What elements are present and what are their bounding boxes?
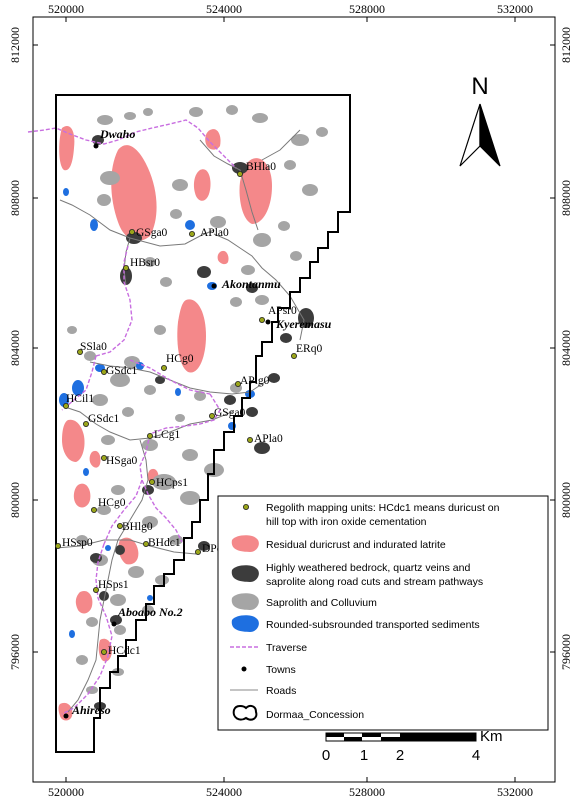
site-label: HBsr0 [130, 257, 160, 269]
site-label: BHlg0 [122, 521, 153, 533]
y-tick-label: 800000 [559, 482, 573, 518]
concession-boundary [55, 94, 351, 753]
site-label: HCg0 [98, 497, 126, 509]
north-label: N [471, 73, 488, 100]
site-label: GSdc1 [88, 413, 120, 425]
site-labels: BHla0 GSga0 APla0 HBsr0 APsr0 ERq0 SSla0… [62, 161, 322, 657]
site-label: BHdc1 [148, 537, 181, 549]
y-tick-label: 812000 [559, 27, 573, 63]
x-ticks-bottom: 520000 524000 528000 532000 [48, 777, 533, 799]
roads [55, 129, 305, 713]
x-tick-label: 528000 [349, 2, 385, 16]
site-label: HCg0 [166, 353, 194, 365]
x-tick-label: 532000 [497, 785, 533, 799]
legend-label: Roads [266, 685, 296, 697]
legend-label: Regolith mapping units: HCdc1 means duri… [266, 502, 500, 514]
y-tick-label: 796000 [8, 634, 22, 670]
site-label: HCdc1 [108, 645, 141, 657]
y-tick-label: 808000 [8, 180, 22, 216]
site-label: APla0 [200, 227, 229, 239]
y-tick-label: 812000 [8, 27, 22, 63]
legend-label: Dormaa_Concession [266, 709, 364, 721]
site-label: BHla0 [246, 161, 276, 173]
legend-label: saprolite along road cuts and stream pat… [266, 576, 483, 588]
y-tick-label: 808000 [559, 180, 573, 216]
legend-symbol-sediments [231, 615, 259, 632]
legend-box [217, 495, 549, 731]
y-ticks-left: 812000 808000 804000 800000 796000 [8, 27, 38, 670]
legend-label: hill top with iron oxide cementation [266, 516, 427, 528]
legend-symbol-point [242, 503, 249, 510]
legend-label: Towns [266, 664, 296, 676]
x-tick-label: 524000 [206, 2, 242, 16]
scale-label: 1 [360, 747, 368, 764]
town-label-aboabo: Aboabo No.2 [117, 605, 183, 619]
scale-unit: Km [480, 728, 503, 745]
legend-label: Residual duricrust and indurated latrite [266, 539, 446, 551]
y-tick-label: 804000 [559, 330, 573, 366]
site-label: APlg0 [240, 375, 270, 387]
legend-symbol-town [241, 666, 247, 672]
legend-symbol-duricrust [231, 535, 259, 552]
site-label: ERq0 [296, 343, 322, 355]
bedrock-patches [90, 135, 314, 710]
x-tick-label: 528000 [349, 785, 385, 799]
site-label: GSdc1 [106, 365, 138, 377]
town-points [63, 143, 271, 719]
site-label: HCil1 [66, 393, 94, 405]
town-labels: Dwaho Akontanmu Kyeremasu Aboabo No.2 Ah… [71, 127, 332, 717]
y-tick-label: 804000 [8, 330, 22, 366]
site-label: HSga0 [106, 455, 138, 467]
traverse-lines [27, 119, 237, 715]
y-ticks-right: 812000 808000 804000 800000 796000 [550, 27, 573, 670]
x-tick-label: 532000 [497, 2, 533, 16]
site-label: HSsp0 [62, 537, 93, 549]
x-tick-label: 520000 [48, 2, 84, 16]
legend: Regolith mapping units: HCdc1 means duri… [217, 495, 549, 731]
legend-symbol-concession [232, 704, 258, 721]
site-label: SSla0 [80, 341, 107, 353]
sample-points [55, 170, 297, 656]
legend-label: Rounded-subsrounded transported sediment… [266, 619, 480, 631]
site-label: APla0 [254, 433, 283, 445]
site-label: HCps1 [156, 477, 188, 489]
town-label-kyeremasu: Kyeremasu [275, 317, 332, 331]
legend-symbol-bedrock [231, 565, 259, 582]
legend-symbol-saprolith [231, 593, 259, 610]
site-label: GSga0 [136, 227, 168, 239]
x-ticks-top: 520000 524000 528000 532000 [48, 2, 533, 22]
legend-label: Traverse [266, 642, 307, 654]
x-tick-label: 524000 [206, 785, 242, 799]
site-label: HSps1 [98, 579, 129, 591]
legend-label: Saprolith and Colluvium [266, 597, 377, 609]
y-tick-label: 800000 [8, 482, 22, 518]
town-label-akontanmu: Akontanmu [221, 277, 281, 291]
scale-bar: Km 0 1 2 4 [322, 728, 503, 764]
site-label: LCg1 [154, 429, 180, 441]
north-arrow: N [459, 73, 501, 167]
site-label: GSga0 [214, 407, 246, 419]
town-label-ahireso: Ahireso [71, 703, 111, 717]
x-tick-label: 520000 [48, 785, 84, 799]
site-label: APsr0 [268, 305, 297, 317]
y-tick-label: 796000 [559, 634, 573, 670]
scale-label: 4 [472, 747, 480, 764]
duricrust-patches [58, 126, 272, 721]
scale-label: 2 [396, 747, 404, 764]
town-label-dwaho: Dwaho [99, 127, 135, 141]
scale-label: 0 [322, 747, 330, 764]
legend-label: Highly weathered bedrock, quartz veins a… [266, 562, 470, 574]
